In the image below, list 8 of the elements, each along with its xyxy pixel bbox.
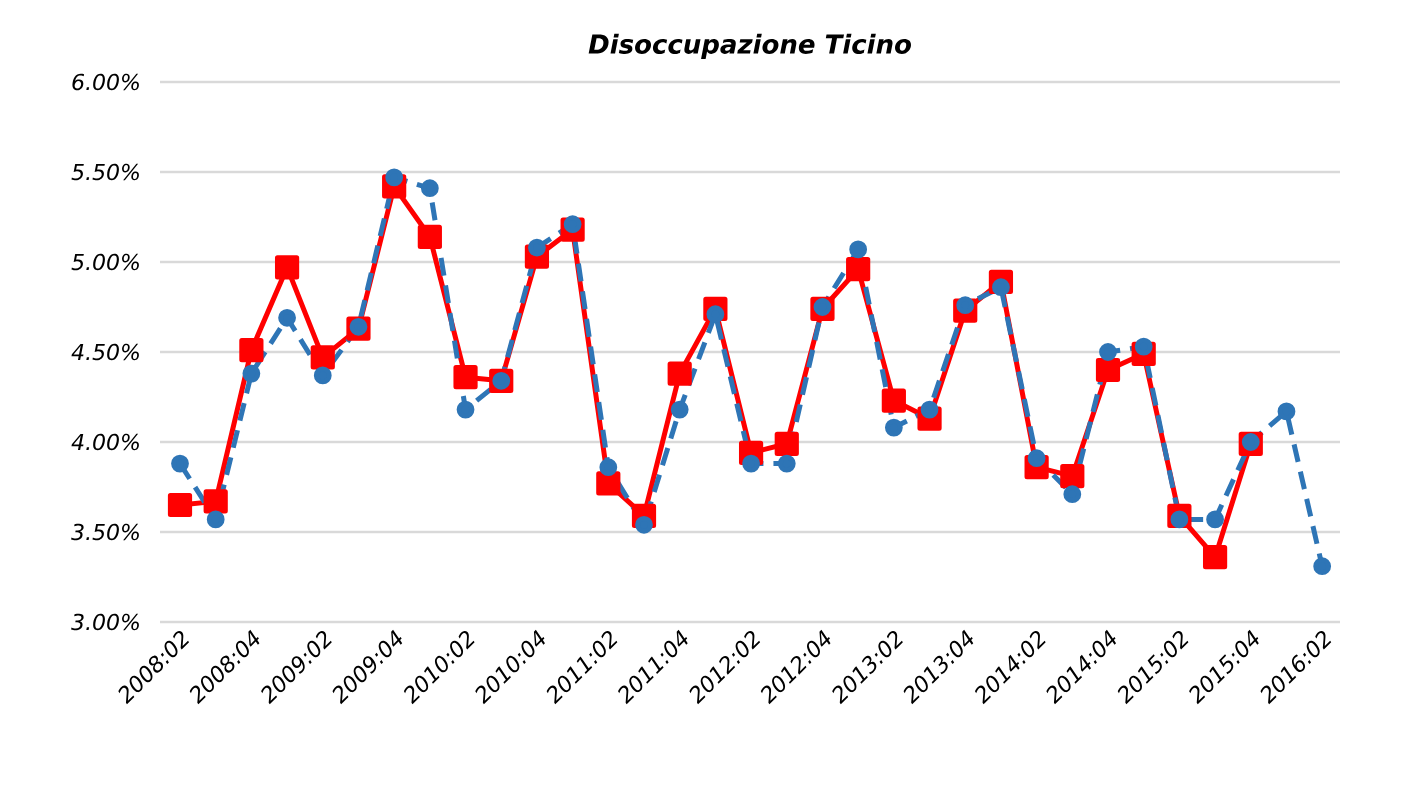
y-tick-label: 5.00%	[71, 253, 139, 271]
chart-title: Disoccupazione Ticino	[588, 33, 911, 59]
y-tick-label: 3.50%	[71, 523, 139, 541]
y-tick-label: 4.00%	[71, 433, 139, 451]
y-tick-label: 5.50%	[71, 163, 139, 181]
y-tick-label: 3.00%	[71, 613, 139, 631]
y-tick-label: 4.50%	[71, 343, 139, 361]
y-tick-label: 6.00%	[72, 73, 139, 91]
